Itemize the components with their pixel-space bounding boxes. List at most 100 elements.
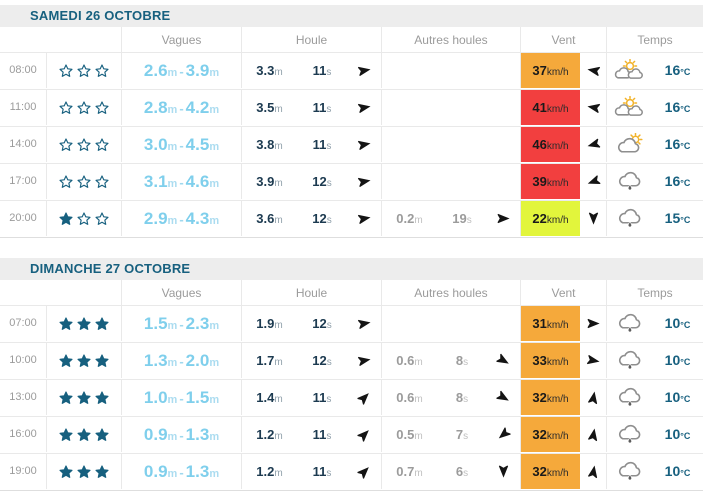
- wave-range-separator: -: [179, 64, 184, 79]
- swell-height: 1.7m: [256, 353, 283, 368]
- swell-height: 3.6m: [256, 211, 283, 226]
- swell-period: 11s: [312, 390, 332, 405]
- secondary-swell-height: 0.2m: [396, 211, 423, 226]
- swell-cell: 3.8m 11s: [241, 127, 381, 162]
- secondary-swell-height: 0.7m: [396, 464, 423, 479]
- star-outline-icon: [94, 63, 110, 79]
- star-outline-icon: [94, 100, 110, 116]
- column-header-houle: Houle: [241, 280, 381, 305]
- swell-direction-icon: [347, 201, 381, 236]
- wind-direction-icon: [580, 53, 606, 88]
- temperature-unit: °C: [680, 320, 691, 330]
- wind-speed-value: 22: [532, 211, 547, 226]
- swell-period: 12s: [312, 316, 332, 331]
- swell-period: 12s: [312, 211, 332, 226]
- temperature: 10°C: [652, 454, 703, 489]
- swell-height: 3.9m: [256, 174, 283, 189]
- wave-min-unit: m: [167, 357, 178, 369]
- star-outline-icon: [58, 174, 74, 190]
- temperature: 10°C: [652, 306, 703, 341]
- temperature-value: 16: [664, 173, 681, 189]
- wave-max-unit: m: [209, 394, 220, 406]
- temperature-value: 15: [664, 210, 681, 226]
- swell-height: 3.5m: [256, 100, 283, 115]
- secondary-swell-direction-icon: [487, 343, 520, 378]
- temperature: 16°C: [652, 127, 703, 162]
- swell-direction-icon: [347, 127, 381, 162]
- day-title: SAMEDI 26 OCTOBRE: [30, 8, 171, 23]
- swell-period: 11s: [312, 100, 332, 115]
- temperature-unit: °C: [680, 67, 691, 77]
- wind-cell: 41km/h: [520, 90, 606, 125]
- swell-period: 11s: [312, 137, 332, 152]
- star-filled-icon: [58, 353, 74, 369]
- weather-cell: 10°C: [606, 454, 703, 489]
- time-label: 10:00: [9, 354, 37, 366]
- wave-height-range: 2.8m -4.2m: [121, 90, 241, 125]
- wave-min-value: 2.9: [143, 209, 168, 228]
- wind-cell: 32km/h: [520, 454, 606, 489]
- star-filled-icon: [94, 316, 110, 332]
- weather-cell: 16°C: [606, 90, 703, 125]
- secondary-swell-direction-icon: [487, 454, 520, 489]
- wave-min-value: 2.8: [143, 98, 168, 117]
- wind-speed-badge: 37km/h: [521, 53, 580, 88]
- temperature-value: 10: [664, 352, 681, 368]
- wave-max-unit: m: [209, 215, 220, 227]
- wave-max-unit: m: [209, 104, 220, 116]
- forecast-row: 14:00 3.0m -4.5m 3.8m 11s 46km/h 16°C: [0, 126, 703, 163]
- forecast-row: 10:00 1.3m -2.0m 1.7m 12s 0.6m 8s 33km/h 10°C: [0, 342, 703, 379]
- wave-max-unit: m: [209, 320, 220, 332]
- star-outline-icon: [76, 63, 92, 79]
- wind-speed-value: 39: [532, 174, 547, 189]
- wave-min-unit: m: [167, 431, 178, 443]
- rain-icon: [607, 343, 652, 378]
- swell-height: 3.8m: [256, 137, 283, 152]
- star-outline-icon: [58, 100, 74, 116]
- temperature: 16°C: [652, 53, 703, 88]
- column-header-temps: Temps: [606, 280, 703, 305]
- secondary-swell-cell: [381, 306, 520, 341]
- star-filled-icon: [94, 427, 110, 443]
- forecast-row: 19:00 0.9m -1.3m 1.2m 11s 0.7m 6s 32km/h 10°C: [0, 453, 703, 490]
- swell-cell: 1.2m 11s: [241, 454, 381, 489]
- wind-cell: 46km/h: [520, 127, 606, 162]
- wave-min-unit: m: [167, 215, 178, 227]
- swell-direction-icon: [347, 164, 381, 199]
- star-outline-icon: [58, 63, 74, 79]
- column-header-autres-houles: Autres houles: [381, 27, 520, 52]
- secondary-swell-cell: [381, 53, 520, 88]
- temperature: 10°C: [652, 417, 703, 452]
- wave-max-value: 3.9: [185, 61, 210, 80]
- swell-cell: 1.7m 12s: [241, 343, 381, 378]
- secondary-swell-period: 8s: [455, 390, 469, 405]
- wind-speed-unit: km/h: [546, 468, 569, 479]
- day-title: DIMANCHE 27 OCTOBRE: [30, 261, 191, 276]
- secondary-swell-direction-icon: [487, 417, 520, 452]
- wave-min-value: 3.1: [143, 172, 168, 191]
- weather-cell: 16°C: [606, 127, 703, 162]
- swell-cell: 1.4m 11s: [241, 380, 381, 415]
- swell-direction-icon: [347, 454, 381, 489]
- wind-speed-badge: 32km/h: [521, 454, 580, 489]
- temperature: 15°C: [652, 201, 703, 236]
- wave-max-unit: m: [209, 357, 220, 369]
- time-label: 16:00: [9, 428, 37, 440]
- weather-cell: 10°C: [606, 306, 703, 341]
- column-header-blank: [0, 27, 121, 52]
- swell-cell: 3.3m 11s: [241, 53, 381, 88]
- rain-icon: [607, 201, 652, 236]
- wave-min-unit: m: [167, 67, 178, 79]
- wave-height-range: 0.9m -1.3m: [121, 454, 241, 489]
- wind-cell: 39km/h: [520, 164, 606, 199]
- temperature-value: 16: [664, 99, 681, 115]
- star-filled-icon: [94, 464, 110, 480]
- weather-cell: 16°C: [606, 53, 703, 88]
- table-header-row: Vagues Houle Autres houles Vent Temps: [0, 27, 703, 52]
- temperature-value: 10: [664, 426, 681, 442]
- star-filled-icon: [76, 427, 92, 443]
- wind-direction-icon: [580, 454, 606, 489]
- wind-speed-badge: 46km/h: [521, 127, 580, 162]
- wind-speed-unit: km/h: [546, 394, 569, 405]
- secondary-swell-cell: [381, 127, 520, 162]
